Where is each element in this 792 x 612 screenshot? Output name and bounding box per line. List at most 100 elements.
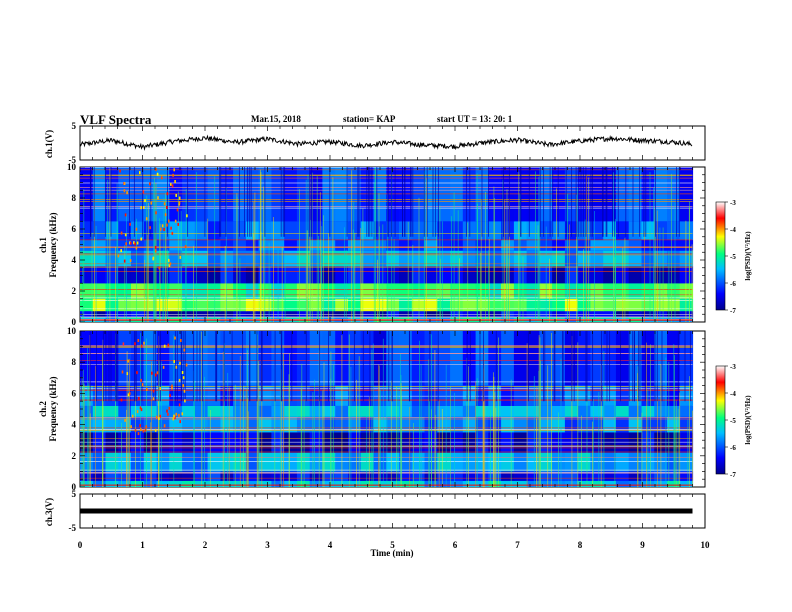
emission-patch: [178, 378, 181, 382]
colorbar-tick-label: -5: [730, 417, 736, 425]
spectrogram-cell: [411, 405, 426, 417]
spectrogram-cell: [590, 239, 604, 251]
spectrogram-cell: [309, 266, 324, 284]
spectrogram-cell: [322, 221, 336, 240]
emission-patch: [173, 168, 175, 172]
ch2-spectrogram: [80, 331, 694, 487]
emission-patch: [151, 371, 153, 375]
spectrogram-cell: [399, 416, 413, 433]
figure-title: VLF Spectra: [80, 112, 152, 127]
spectrogram-cell: [182, 405, 196, 417]
spectrogram-cell: [450, 416, 464, 433]
spectrogram-cell: [450, 221, 464, 240]
spectrogram-cell: [603, 311, 617, 318]
colorbar-tick-label: -6: [730, 444, 736, 452]
y-tick-label: 0: [72, 317, 77, 327]
spectrogram-cell: [284, 239, 298, 251]
spectrogram-cell: [590, 471, 604, 481]
emission-patch: [171, 184, 174, 188]
spectrogram-cell: [590, 405, 604, 417]
emission-patch: [156, 371, 159, 375]
emission-patch: [123, 189, 126, 193]
emission-patch: [162, 365, 165, 369]
emission-patch: [185, 363, 188, 367]
emission-patch: [142, 206, 145, 209]
spectrogram-cell: [220, 416, 234, 433]
spectrogram-cell: [92, 405, 107, 417]
y-tick-label: 6: [72, 224, 77, 234]
spectrogram-cell: [641, 331, 655, 386]
emission-patch: [167, 412, 169, 416]
spectrogram-cell: [322, 471, 336, 481]
emission-patch: [146, 387, 148, 391]
spectrogram-cell: [603, 416, 617, 433]
x-tick-label: 5: [390, 540, 395, 550]
spectrogram-cell: [513, 298, 528, 312]
spectrogram-cell: [169, 298, 183, 312]
spectrogram-cell: [220, 239, 234, 251]
spectrogram-cell: [220, 221, 234, 240]
spectrogram-cell: [194, 298, 209, 312]
spectrogram-cell: [156, 331, 170, 386]
spectrogram-cell: [182, 471, 196, 481]
emission-patch: [178, 202, 181, 206]
emission-patch: [180, 339, 182, 342]
spectrogram-cell: [169, 221, 183, 240]
spectrogram-cell: [411, 471, 426, 481]
spectrogram-cell: [603, 471, 617, 481]
spectrogram-cell: [488, 266, 502, 284]
spectrogram-cell: [92, 452, 107, 472]
spectrogram-cell: [501, 480, 515, 487]
emission-patch: [150, 201, 153, 205]
y-tick-label: 0: [72, 482, 77, 492]
spectrogram-cell: [373, 239, 387, 251]
spectrogram-cell: [501, 471, 515, 481]
spectrogram-cell: [271, 480, 285, 487]
spectrogram-cell: [539, 405, 553, 417]
spectrogram-cell: [526, 452, 540, 472]
spectrogram-cell: [194, 239, 209, 251]
spectrogram-cell: [628, 471, 643, 481]
spectrogram-cell: [399, 471, 413, 481]
emission-patch: [166, 223, 168, 227]
spectrogram-cell: [360, 471, 375, 481]
spectrogram-cell: [169, 480, 183, 487]
spectrogram-cell: [411, 416, 426, 433]
spectrogram-cell: [386, 480, 400, 487]
spectrogram-cell: [628, 405, 643, 417]
spectrogram-cell: [322, 331, 336, 386]
spectrogram-cell: [526, 471, 540, 481]
spectrogram-cell: [80, 298, 94, 312]
spectrogram-cell: [348, 416, 362, 433]
emission-patch: [129, 241, 132, 245]
spectrogram-cell: [526, 239, 540, 251]
x-tick-label: 8: [578, 540, 583, 550]
spectrogram-cell: [156, 311, 170, 318]
spectrogram-cell: [513, 266, 528, 284]
spectrogram-cell: [564, 266, 579, 284]
spectrogram-cell: [322, 405, 336, 417]
emission-patch: [129, 259, 132, 263]
emission-patch: [149, 226, 151, 230]
emission-patch: [142, 190, 145, 194]
spectrogram-cell: [411, 298, 426, 312]
spectrogram-cell: [526, 221, 540, 240]
emission-patch: [119, 169, 121, 173]
emission-patch: [129, 222, 131, 226]
emission-patch: [126, 191, 128, 195]
spectrogram-cell: [641, 480, 655, 487]
spectrogram-cell: [322, 311, 336, 318]
spectrogram-cell: [386, 405, 400, 417]
spectrogram-cell: [590, 311, 604, 318]
spectrogram-cell: [80, 239, 94, 251]
spectrogram-cell: [552, 221, 566, 240]
spectrogram-cell: [679, 311, 694, 318]
spectrogram-cell: [399, 239, 413, 251]
spectrogram-cell: [131, 298, 145, 312]
spectrogram-cell: [654, 266, 668, 284]
spectrogram-cell: [615, 405, 630, 417]
spectrogram-cell: [284, 311, 298, 318]
spectrogram-cell: [667, 266, 681, 284]
spectrogram-cell: [641, 221, 655, 240]
